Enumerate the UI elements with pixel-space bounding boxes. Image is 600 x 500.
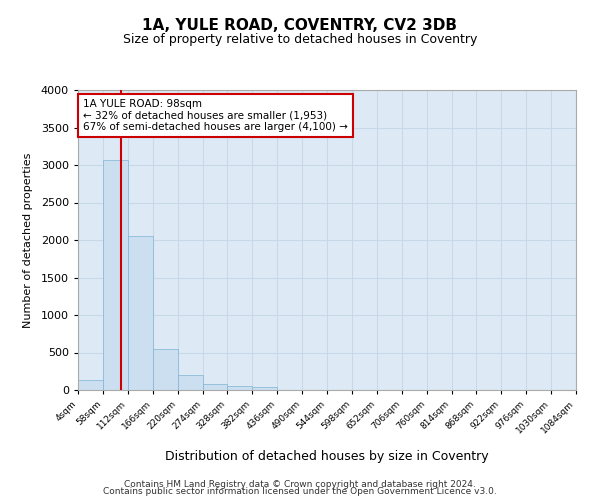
Bar <box>227 386 252 390</box>
Bar <box>203 384 227 390</box>
Text: Size of property relative to detached houses in Coventry: Size of property relative to detached ho… <box>123 32 477 46</box>
Text: 1A YULE ROAD: 98sqm
← 32% of detached houses are smaller (1,953)
67% of semi-det: 1A YULE ROAD: 98sqm ← 32% of detached ho… <box>83 99 348 132</box>
Text: Contains public sector information licensed under the Open Government Licence v3: Contains public sector information licen… <box>103 488 497 496</box>
Text: 1A, YULE ROAD, COVENTRY, CV2 3DB: 1A, YULE ROAD, COVENTRY, CV2 3DB <box>143 18 458 32</box>
Text: Distribution of detached houses by size in Coventry: Distribution of detached houses by size … <box>165 450 489 463</box>
Bar <box>253 387 277 390</box>
Bar <box>78 380 103 390</box>
Bar <box>103 160 128 390</box>
Bar <box>128 236 152 390</box>
Bar <box>152 349 178 390</box>
Bar <box>178 375 203 390</box>
Text: Contains HM Land Registry data © Crown copyright and database right 2024.: Contains HM Land Registry data © Crown c… <box>124 480 476 489</box>
Y-axis label: Number of detached properties: Number of detached properties <box>23 152 32 328</box>
